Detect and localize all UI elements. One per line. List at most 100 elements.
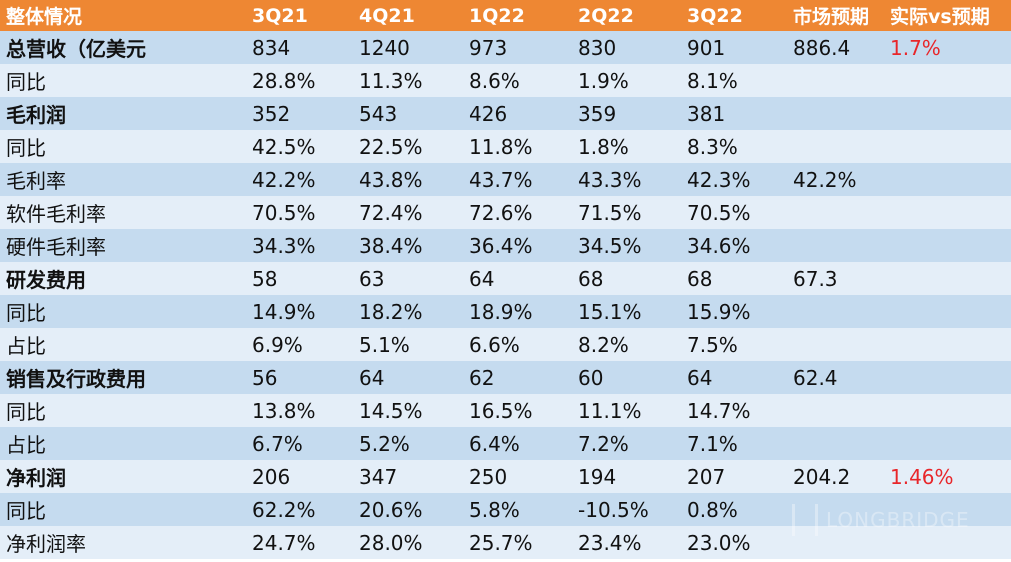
table-cell: 18.2% [353, 295, 463, 328]
table-cell: 11.3% [353, 64, 463, 97]
table-cell [884, 328, 1011, 361]
table-cell: 6.7% [246, 427, 353, 460]
table-cell: 8.3% [681, 130, 787, 163]
header-3q22: 3Q22 [681, 0, 787, 31]
table-cell: 64 [681, 361, 787, 394]
table-cell: 8.6% [463, 64, 572, 97]
table-row: 硬件毛利率 34.3% 38.4% 36.4% 34.5% 34.6% [0, 229, 1011, 262]
table-cell: 43.8% [353, 163, 463, 196]
table-cell: 71.5% [572, 196, 681, 229]
table-row: 软件毛利率 70.5% 72.4% 72.6% 71.5% 70.5% [0, 196, 1011, 229]
table-row: 同比 42.5% 22.5% 11.8% 1.8% 8.3% [0, 130, 1011, 163]
table-row: 净利润率 24.7% 28.0% 25.7% 23.4% 23.0% [0, 526, 1011, 559]
table-cell: 426 [463, 97, 572, 130]
table-row: 毛利润 352 543 426 359 381 [0, 97, 1011, 130]
table-row: 同比 28.8% 11.3% 8.6% 1.9% 8.1% [0, 64, 1011, 97]
table-cell [884, 196, 1011, 229]
table-cell: 23.0% [681, 526, 787, 559]
row-label: 净利润 [0, 460, 246, 493]
table-cell [787, 493, 884, 526]
table-cell [787, 295, 884, 328]
table-cell: 56 [246, 361, 353, 394]
table-cell [884, 394, 1011, 427]
table-cell [787, 427, 884, 460]
header-2q22: 2Q22 [572, 0, 681, 31]
table-cell: 886.4 [787, 31, 884, 64]
table-cell: 22.5% [353, 130, 463, 163]
table-cell: 204.2 [787, 460, 884, 493]
table-cell: 14.7% [681, 394, 787, 427]
table-cell: 25.7% [463, 526, 572, 559]
table-cell: 250 [463, 460, 572, 493]
table-cell [787, 64, 884, 97]
table-cell: 5.1% [353, 328, 463, 361]
table-cell: 43.3% [572, 163, 681, 196]
table-cell: 34.5% [572, 229, 681, 262]
table-cell: 62.2% [246, 493, 353, 526]
table-cell: 68 [572, 262, 681, 295]
table-cell: 72.6% [463, 196, 572, 229]
table-row: 同比 62.2% 20.6% 5.8% -10.5% 0.8% [0, 493, 1011, 526]
table-cell: 830 [572, 31, 681, 64]
table-header-row: 整体情况 3Q21 4Q21 1Q22 2Q22 3Q22 市场预期 实际vs预… [0, 0, 1011, 31]
row-label: 占比 [0, 328, 246, 361]
table-cell: 7.2% [572, 427, 681, 460]
table-cell: 347 [353, 460, 463, 493]
table-row: 总营收（亿美元 834 1240 973 830 901 886.4 1.7% [0, 31, 1011, 64]
table-cell: 64 [463, 262, 572, 295]
header-overview: 整体情况 [0, 0, 246, 31]
table-cell: 42.5% [246, 130, 353, 163]
table-cell: 34.3% [246, 229, 353, 262]
header-3q21: 3Q21 [246, 0, 353, 31]
table-cell: 64 [353, 361, 463, 394]
table-cell: 359 [572, 97, 681, 130]
table-cell: 1.46% [884, 460, 1011, 493]
table-cell: 1.8% [572, 130, 681, 163]
table-cell [884, 493, 1011, 526]
table-cell: 13.8% [246, 394, 353, 427]
table-row: 净利润 206 347 250 194 207 204.2 1.46% [0, 460, 1011, 493]
row-label: 总营收（亿美元 [0, 31, 246, 64]
table-cell: 381 [681, 97, 787, 130]
table-cell: 8.1% [681, 64, 787, 97]
table-cell: 1240 [353, 31, 463, 64]
header-market-expectation: 市场预期 [787, 0, 884, 31]
table-cell: 24.7% [246, 526, 353, 559]
table-cell [787, 196, 884, 229]
table-cell: 70.5% [246, 196, 353, 229]
table-cell: 1.7% [884, 31, 1011, 64]
row-label: 占比 [0, 427, 246, 460]
table-cell: 42.2% [787, 163, 884, 196]
table-cell: 42.3% [681, 163, 787, 196]
table-cell: 6.6% [463, 328, 572, 361]
table-cell [884, 427, 1011, 460]
table-cell [884, 163, 1011, 196]
table-cell: 8.2% [572, 328, 681, 361]
table-cell: 0.8% [681, 493, 787, 526]
row-label: 同比 [0, 295, 246, 328]
row-label: 毛利润 [0, 97, 246, 130]
table-cell [884, 130, 1011, 163]
table-cell [787, 328, 884, 361]
table-cell [884, 229, 1011, 262]
table-cell: 20.6% [353, 493, 463, 526]
row-label: 研发费用 [0, 262, 246, 295]
table-cell: 207 [681, 460, 787, 493]
table-cell: 60 [572, 361, 681, 394]
row-label: 同比 [0, 493, 246, 526]
table-cell: 7.5% [681, 328, 787, 361]
table-cell: 543 [353, 97, 463, 130]
row-label: 毛利率 [0, 163, 246, 196]
table-row: 同比 13.8% 14.5% 16.5% 11.1% 14.7% [0, 394, 1011, 427]
table-cell: 34.6% [681, 229, 787, 262]
table-cell: 6.4% [463, 427, 572, 460]
table-cell: 5.2% [353, 427, 463, 460]
row-label: 销售及行政费用 [0, 361, 246, 394]
table-cell [884, 97, 1011, 130]
header-1q22: 1Q22 [463, 0, 572, 31]
table-cell: 15.1% [572, 295, 681, 328]
table-cell: 58 [246, 262, 353, 295]
table-cell: 5.8% [463, 493, 572, 526]
row-label: 硬件毛利率 [0, 229, 246, 262]
